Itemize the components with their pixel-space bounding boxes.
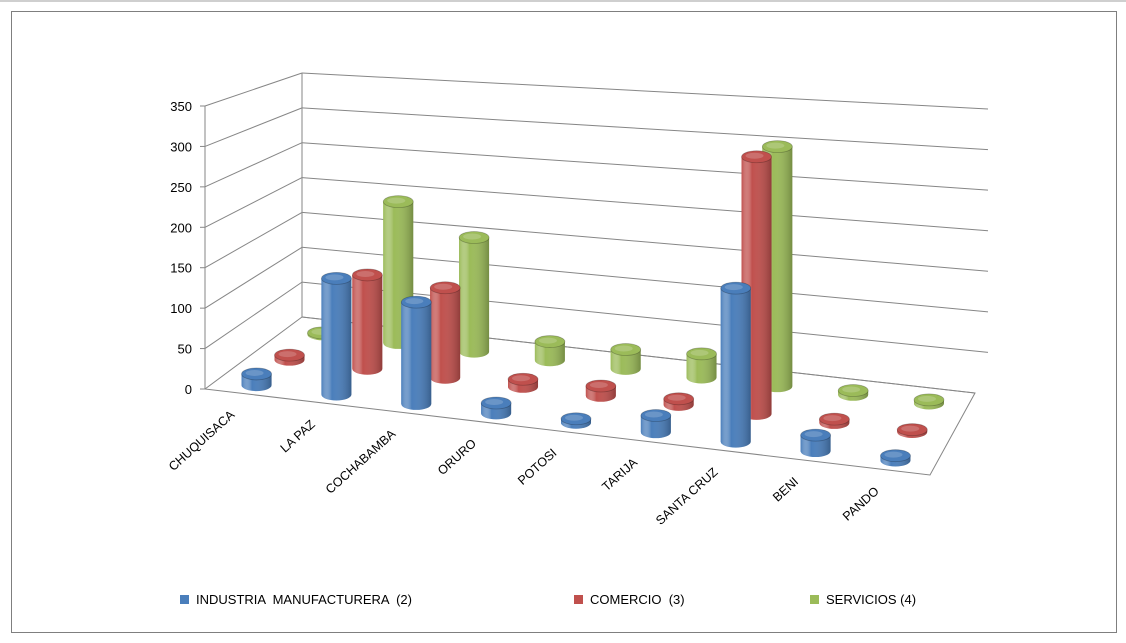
bar-1-7 [818,412,850,429]
bar-2-5 [686,347,717,384]
bar-1-2 [429,281,461,384]
gridline-50 [204,281,989,353]
x-tick-label: ORURO [435,436,479,478]
y-tick-label: 150 [170,261,192,276]
y-axis-ticks: 0 50 100 150 200 250 300 350 [170,99,205,397]
gridline-200 [204,177,989,232]
gridline-100 [204,246,989,313]
legend-swatch-servicios [810,594,819,604]
y-tick-label: 0 [185,382,192,397]
y-tick-label: 50 [178,342,192,357]
bar-1-8 [896,423,928,438]
y-tick-label: 350 [170,99,192,114]
chart-frame [11,11,1117,633]
legend-label-servicios: SERVICIOS (4) [826,591,917,607]
bar-1-0 [274,348,305,366]
x-tick-label: LA PAZ [278,417,318,455]
y-tick-label: 300 [170,139,192,154]
top-edge-line [0,0,1126,2]
legend-item-industria: INDUSTRIA MANUFACTURERA (2) [180,588,412,610]
gridline-150 [204,211,989,272]
y-tick-label: 100 [170,301,192,316]
y-tick-label: 250 [170,180,192,195]
bar-2-2 [458,231,490,358]
bar-0-6 [720,281,752,448]
x-tick-label: TARIJA [599,455,640,494]
bar-0-2 [400,295,432,410]
bar-2-8 [913,393,945,410]
x-tick-label: BENI [770,474,801,504]
x-tick-label: SANTA CRUZ [653,465,721,528]
bar-1-3 [507,372,539,393]
legend-item-comercio: COMERCIO (3) [574,588,685,610]
legend: INDUSTRIA MANUFACTURERA (2) COMERCIO (3)… [180,588,1080,610]
legend-label-comercio: COMERCIO (3) [590,591,685,607]
gridlines [204,72,989,394]
gridline-250 [204,142,989,191]
gridline-300 [204,107,989,151]
bar-0-7 [800,428,832,458]
gridline-350 [204,72,989,110]
bar-0-0 [241,367,272,392]
x-tick-label: CHUQUISACA [166,407,238,474]
bar-0-4 [560,412,592,429]
bar-1-4 [585,379,617,402]
bar-0-1 [321,271,352,401]
legend-swatch-industria [180,594,189,604]
x-tick-label: COCHABAMBA [323,426,399,496]
bar-0-3 [480,396,512,420]
x-tick-label: POTOSI [515,446,559,488]
bar-1-5 [663,392,695,411]
y-tick-label: 200 [170,220,192,235]
chart-bars [241,140,945,467]
legend-item-servicios: SERVICIOS (4) [810,588,916,610]
bar-2-3 [534,335,566,367]
legend-swatch-comercio [574,594,583,604]
bar-1-1 [351,268,383,375]
legend-label-industria: INDUSTRIA MANUFACTURERA (2) [196,591,412,607]
x-tick-label: PANDO [840,484,882,524]
bar-2-7 [837,384,869,401]
bar-0-8 [880,449,911,467]
bar-2-4 [610,343,642,375]
bar-0-5 [640,409,672,439]
